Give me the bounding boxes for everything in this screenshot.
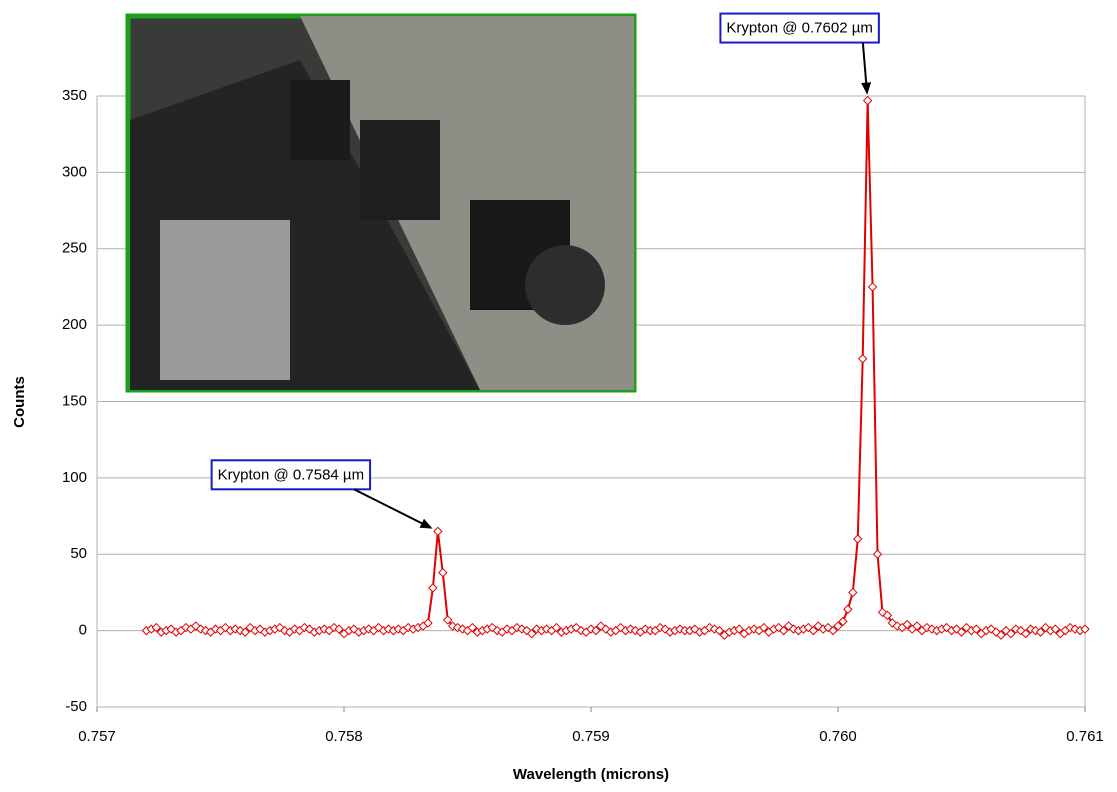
data-marker: [334, 624, 344, 634]
data-marker: [1021, 628, 1031, 639]
data-marker: [591, 625, 601, 636]
photo-lens: [525, 245, 605, 325]
data-marker: [808, 625, 819, 636]
data-marker: [467, 622, 478, 633]
data-marker: [527, 628, 537, 639]
x-tick-label: 0.758: [325, 728, 363, 745]
data-marker: [853, 534, 863, 544]
data-marker: [971, 624, 982, 634]
annotation-box: [210, 459, 372, 491]
x-tick-label: 0.757: [78, 728, 116, 745]
data-marker: [714, 625, 725, 636]
data-marker: [551, 622, 562, 633]
annotation-arrowhead: [861, 82, 872, 95]
data-marker: [1050, 624, 1061, 634]
data-marker: [828, 625, 838, 636]
data-marker: [902, 619, 912, 630]
y-tick-label: 100: [62, 469, 87, 486]
annotation-arrowhead: [419, 518, 433, 529]
photo-mount: [290, 80, 350, 160]
data-marker: [857, 354, 868, 364]
y-tick-label: 200: [62, 316, 87, 333]
data-marker: [778, 625, 789, 636]
annotations: Krypton @ 0.7602 µm Krypton @ 0.7584 µm: [210, 12, 880, 529]
photo-stage: [160, 220, 290, 380]
x-tick-label: 0.760: [819, 728, 857, 745]
photo-mount: [360, 120, 440, 220]
y-tick-label: 0: [79, 622, 87, 639]
data-marker: [759, 622, 769, 633]
data-marker: [428, 583, 438, 593]
data-marker: [1080, 624, 1090, 634]
x-tick-label: 0.761: [1066, 728, 1104, 745]
data-marker: [151, 622, 161, 633]
data-marker: [862, 95, 873, 106]
data-marker: [848, 587, 858, 598]
y-tick-label: 250: [62, 240, 87, 257]
data-marker: [433, 526, 443, 537]
y-tick-label: 300: [62, 163, 87, 180]
data-marker: [882, 610, 893, 621]
data-marker: [867, 282, 878, 292]
data-marker: [872, 549, 883, 559]
y-tick-label: 350: [62, 87, 87, 104]
x-axis-title: Wavelength (microns): [513, 766, 669, 783]
y-tick-label: 50: [70, 545, 87, 562]
annotation-box: [719, 12, 880, 44]
data-marker: [843, 604, 853, 614]
data-marker: [833, 621, 843, 631]
annotation-text: Krypton @ 0.7602 µm: [726, 20, 872, 37]
data-marker: [240, 627, 250, 637]
x-tick-label: 0.759: [572, 728, 610, 745]
data-marker: [996, 630, 1006, 640]
data-marker: [1035, 627, 1046, 637]
data-marker: [838, 616, 848, 627]
y-tick-label: 150: [62, 392, 87, 409]
data-marker: [423, 618, 433, 628]
y-tick-label: -50: [65, 698, 87, 715]
data-marker: [912, 621, 922, 631]
annotation-text: Krypton @ 0.7584 µm: [218, 466, 364, 483]
data-marker: [956, 627, 967, 637]
data-marker: [438, 567, 448, 578]
data-marker: [1006, 628, 1016, 639]
annotation-arrow: [353, 488, 432, 529]
data-marker: [443, 615, 453, 625]
photo-inset: [125, 13, 637, 393]
y-axis-title: Counts: [11, 376, 28, 428]
data-marker: [734, 624, 744, 634]
